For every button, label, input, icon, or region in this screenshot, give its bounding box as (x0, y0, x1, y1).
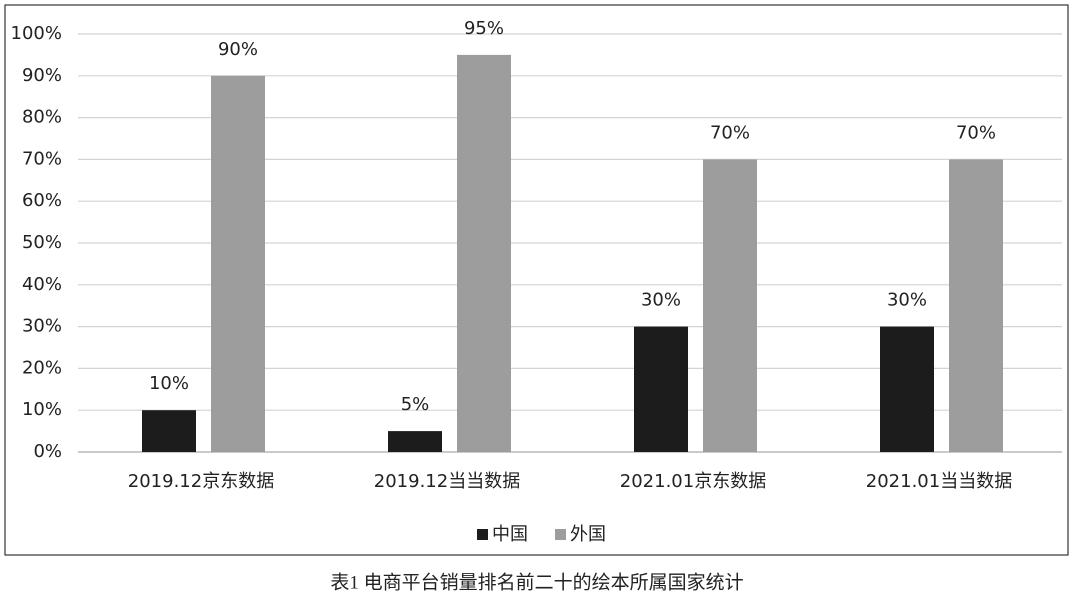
value-label: 10% (149, 373, 189, 394)
x-tick-label: 2021.01京东数据 (620, 471, 766, 492)
y-tick-label: 40% (22, 274, 62, 295)
bar (211, 75, 265, 453)
value-label: 5% (401, 394, 430, 415)
chart-frame (4, 4, 1069, 556)
bar (949, 159, 1003, 452)
value-label: 30% (641, 290, 681, 311)
y-tick-label: 100% (11, 23, 62, 44)
y-tick-label: 90% (22, 65, 62, 86)
legend-label: 外国 (570, 524, 606, 545)
value-label: 70% (956, 122, 996, 143)
value-label: 70% (710, 122, 750, 143)
chart-caption: 表1 电商平台销量排名前二十的绘本所属国家统计 (330, 571, 743, 593)
x-tick-label: 2019.12京东数据 (128, 471, 274, 492)
y-tick-label: 60% (22, 190, 62, 211)
bar (142, 410, 196, 452)
value-label: 30% (887, 290, 927, 311)
value-label: 95% (464, 18, 504, 39)
legend-label: 中国 (492, 524, 528, 545)
x-tick-label: 2021.01当当数据 (866, 471, 1012, 492)
legend-swatch (555, 529, 566, 540)
bar (634, 326, 688, 452)
bar (703, 159, 757, 452)
y-tick-label: 80% (22, 107, 62, 128)
y-tick-label: 20% (22, 357, 62, 378)
y-tick-label: 50% (22, 232, 62, 253)
y-tick-label: 70% (22, 148, 62, 169)
x-tick-label: 2019.12当当数据 (374, 471, 520, 492)
bar (457, 54, 511, 453)
y-tick-label: 30% (22, 316, 62, 337)
y-tick-label: 10% (22, 399, 62, 420)
bar (388, 431, 442, 452)
bar (880, 326, 934, 452)
legend-swatch (477, 529, 488, 540)
value-label: 90% (218, 39, 258, 60)
y-tick-label: 0% (33, 441, 62, 462)
